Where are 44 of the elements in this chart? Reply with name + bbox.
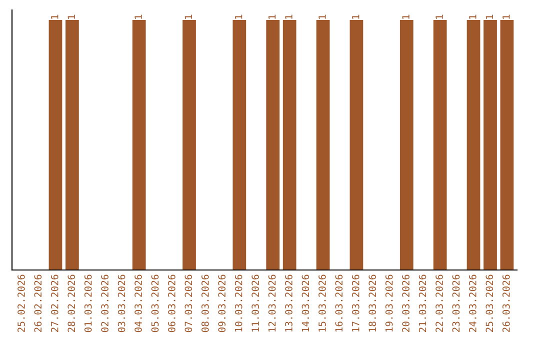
x-tick-label: 05.03.2026 (151, 274, 159, 332)
x-tick-label: 19.03.2026 (385, 274, 393, 332)
x-tick-label: 27.02.2026 (50, 274, 58, 332)
x-tick-label: 21.03.2026 (418, 274, 426, 332)
x-tick-label: 17.03.2026 (352, 274, 360, 332)
data-label: 1 (184, 14, 192, 19)
x-tick-label: 20.03.2026 (402, 274, 410, 332)
x-tick-label: 22.03.2026 (436, 274, 443, 332)
x-tick-label: 16.03.2026 (335, 274, 343, 332)
data-label: 1 (352, 14, 360, 19)
data-label: 1 (285, 14, 292, 19)
x-tick-label: 15.03.2026 (318, 274, 326, 332)
data-label: 1 (134, 14, 142, 19)
data-label: 1 (268, 14, 276, 19)
x-tick-label: 09.03.2026 (218, 274, 226, 332)
x-tick-label: 02.03.2026 (101, 274, 108, 332)
data-label: 1 (235, 14, 242, 19)
x-tick-label: 11.03.2026 (252, 274, 259, 332)
x-tick-label: 08.03.2026 (201, 274, 209, 332)
x-tick-label: 26.03.2026 (502, 274, 510, 332)
data-label: 1 (436, 14, 443, 19)
x-tick-label: 24.03.2026 (469, 274, 476, 332)
x-tick-label: 26.02.2026 (34, 274, 42, 332)
x-tick-label: 13.03.2026 (285, 274, 292, 332)
x-tick-label: 12.03.2026 (268, 274, 276, 332)
data-label: 1 (51, 14, 58, 19)
x-tick-label: 23.03.2026 (452, 274, 460, 332)
x-tick-label: 07.03.2026 (184, 274, 192, 332)
x-tick-label: 06.03.2026 (168, 274, 176, 332)
data-label: 1 (486, 14, 493, 19)
x-tick-label: 14.03.2026 (302, 274, 310, 332)
data-label: 1 (68, 14, 75, 19)
x-tick-label: 28.02.2026 (68, 274, 76, 332)
x-tick-label: 04.03.2026 (134, 274, 142, 332)
x-tick-label: 18.03.2026 (368, 274, 376, 332)
data-label: 1 (469, 14, 476, 19)
x-tick-label: 01.03.2026 (84, 274, 92, 332)
data-label: 1 (402, 14, 410, 19)
data-label: 1 (502, 14, 510, 19)
x-tick-label: 10.03.2026 (234, 274, 242, 332)
data-label: 1 (318, 14, 326, 19)
x-tick-label: 25.02.2026 (18, 274, 25, 332)
x-tick-label: 25.03.2026 (486, 274, 494, 332)
x-tick-label: 03.03.2026 (118, 274, 126, 332)
